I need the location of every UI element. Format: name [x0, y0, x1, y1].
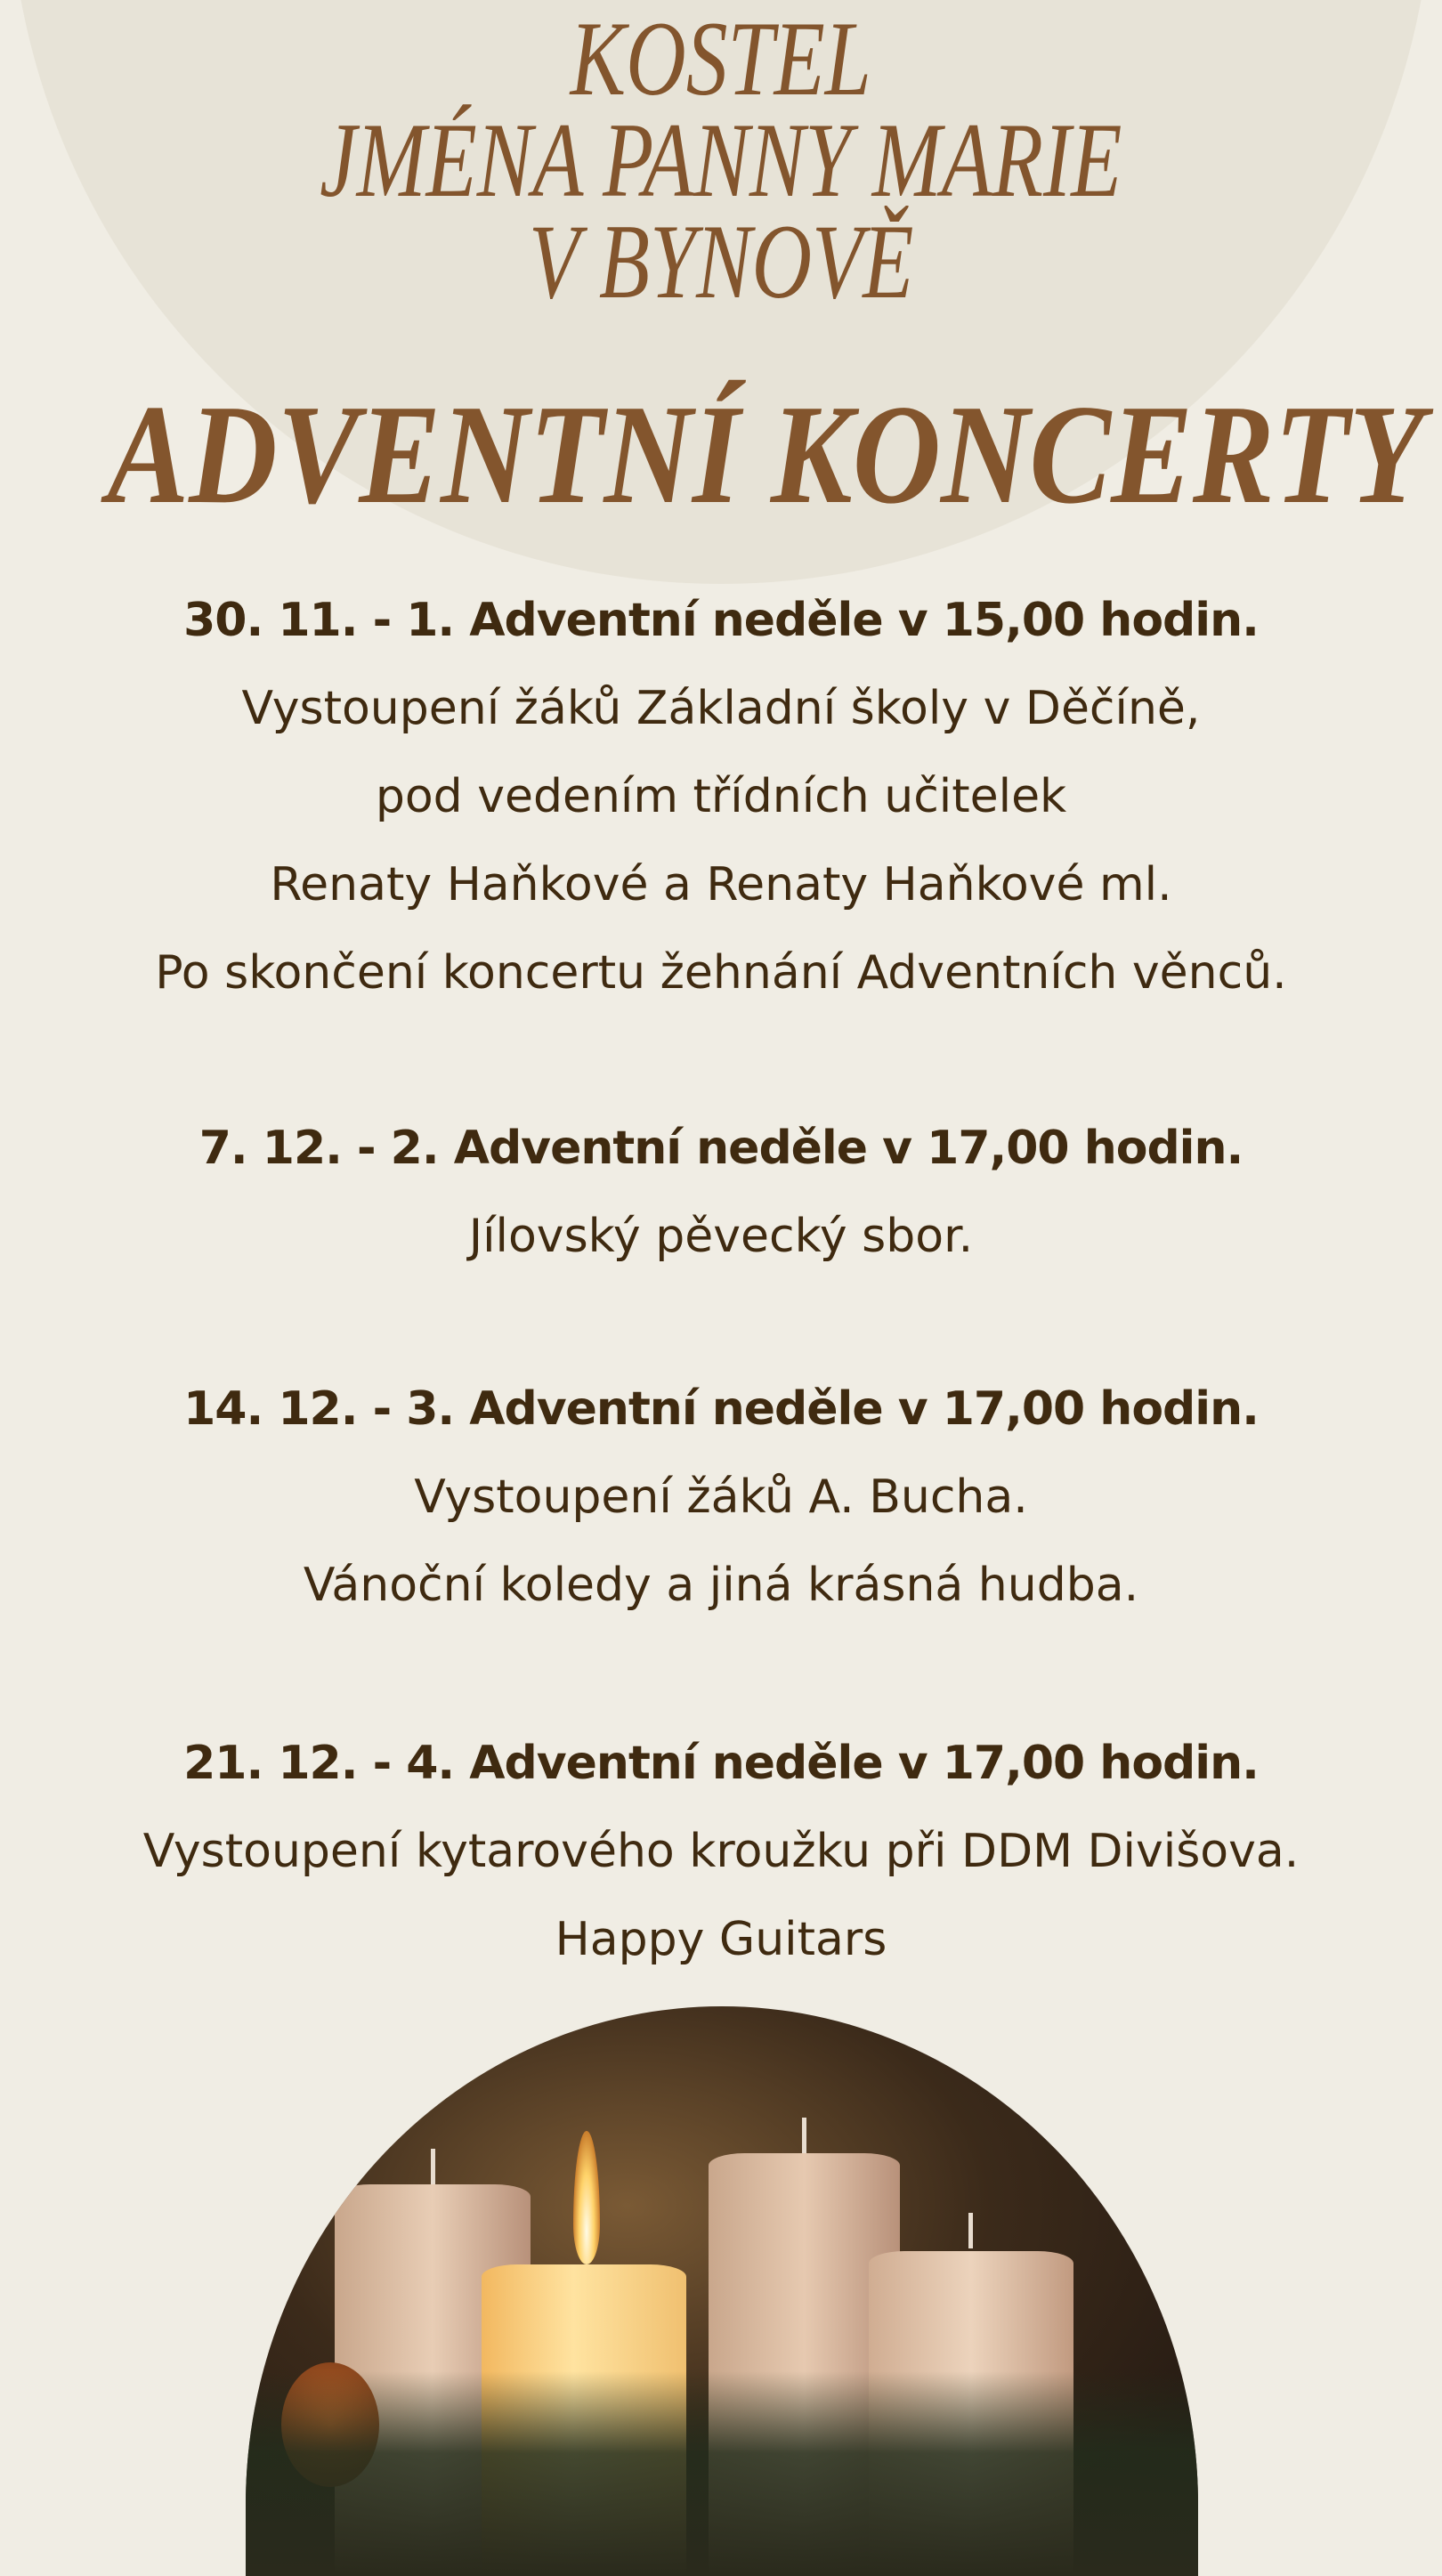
- event-line: Vystoupení žáků Základní školy v Děčíně,: [241, 682, 1201, 735]
- flame-icon: [573, 2131, 600, 2264]
- event-line: Vystoupení kytarového kroužku při DDM Di…: [142, 1825, 1300, 1878]
- wick: [802, 2118, 806, 2153]
- wick: [968, 2213, 973, 2248]
- event-line: Renaty Haňkové a Renaty Haňkové ml.: [270, 858, 1172, 911]
- page-title: ADVENTNÍ KONCERTY: [107, 375, 1424, 533]
- event-heading: 21. 12. - 4. Adventní neděle v 17,00 hod…: [183, 1737, 1260, 1790]
- event-line: Jílovský pěvecký sbor.: [468, 1210, 974, 1263]
- event-line: Po skončení koncertu žehnání Adventních …: [155, 946, 1287, 1000]
- event-4: 21. 12. - 4. Adventní neděle v 17,00 hod…: [0, 1720, 1442, 1984]
- pine-branches: [246, 2371, 1198, 2576]
- event-line: Vystoupení žáků A. Bucha.: [414, 1470, 1028, 1524]
- event-line: Vánoční koledy a jiná krásná hudba.: [303, 1559, 1139, 1612]
- event-2: 7. 12. - 2. Adventní neděle v 17,00 hodi…: [0, 1105, 1442, 1281]
- event-heading: 14. 12. - 3. Adventní neděle v 17,00 hod…: [183, 1382, 1260, 1436]
- event-1: 30. 11. - 1. Adventní neděle v 15,00 hod…: [0, 577, 1442, 1017]
- church-name-line-2: JMÉNA PANNY MARIE: [320, 101, 1122, 219]
- church-name-line-1: KOSTEL: [570, 0, 872, 117]
- wick: [431, 2149, 435, 2184]
- event-line: Happy Guitars: [555, 1913, 887, 1966]
- event-heading: 30. 11. - 1. Adventní neděle v 15,00 hod…: [183, 594, 1260, 647]
- advent-candles-image: [246, 2006, 1198, 2576]
- event-line: pod vedením třídních učitelek: [375, 770, 1067, 823]
- event-heading: 7. 12. - 2. Adventní neděle v 17,00 hodi…: [198, 1122, 1244, 1175]
- event-3: 14. 12. - 3. Adventní neděle v 17,00 hod…: [0, 1365, 1442, 1630]
- church-name-line-3: V BYNOVĚ: [528, 202, 914, 320]
